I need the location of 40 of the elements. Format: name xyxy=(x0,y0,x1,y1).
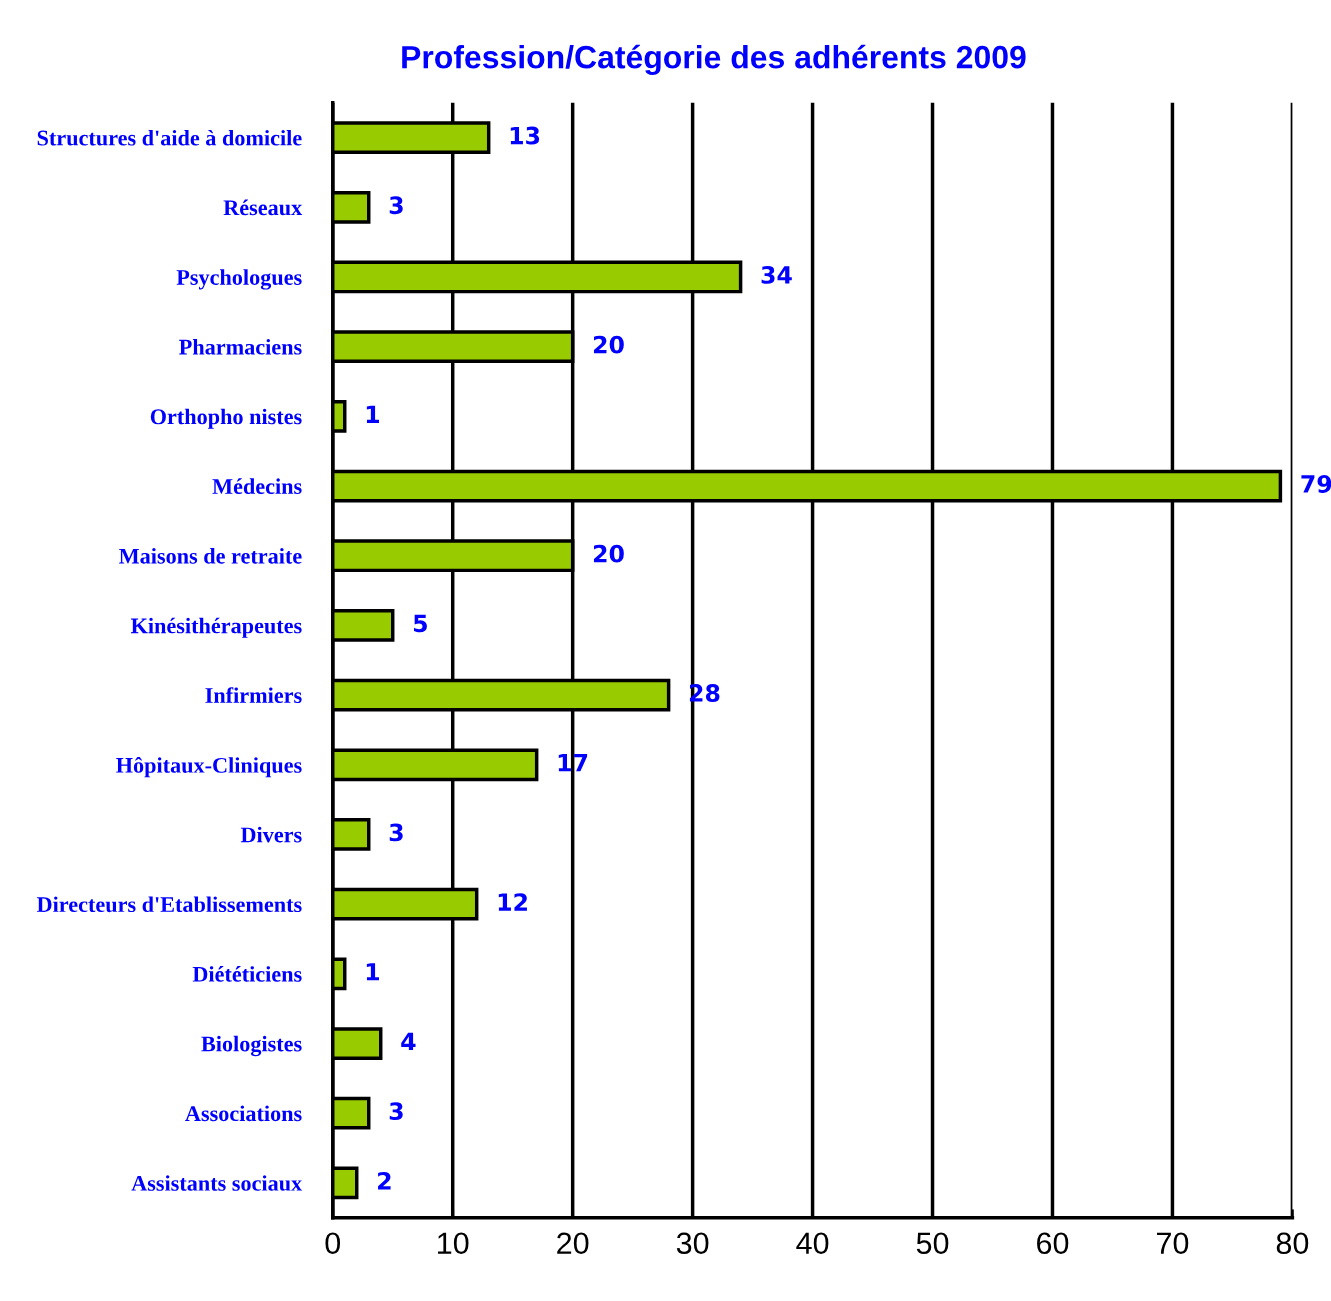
y-tick-label: Structures d'aide à domicile xyxy=(37,129,302,146)
data-label: 3 xyxy=(389,823,403,842)
data-label: 34 xyxy=(761,265,792,284)
data-label: 4 xyxy=(401,1032,416,1051)
x-tick-label: 0 xyxy=(325,1232,341,1255)
data-label: 79 xyxy=(1301,475,1331,493)
x-tick-label: 30 xyxy=(676,1232,709,1255)
data-label: 13 xyxy=(510,126,540,145)
y-tick-label: Biologistes xyxy=(201,1035,302,1057)
y-tick-label: Réseaux xyxy=(223,199,303,216)
x-tick-label: 70 xyxy=(1157,1232,1189,1255)
data-label: 1 xyxy=(366,963,379,981)
y-tick-label: Médecins xyxy=(212,478,302,494)
y-tick-label: Pharmaciens xyxy=(179,338,302,355)
y-tick-label: Hôpitaux-Cliniques xyxy=(116,756,302,778)
x-tick-label: 80 xyxy=(1276,1232,1309,1255)
x-tick-label: 10 xyxy=(438,1232,469,1255)
y-tick-label: Kinésithérapeutes xyxy=(130,617,302,638)
x-tick-label: 20 xyxy=(557,1232,589,1255)
data-label: 3 xyxy=(389,196,403,215)
data-label: 12 xyxy=(498,893,527,911)
x-tick-label: 60 xyxy=(1037,1232,1069,1255)
y-tick-label: Infirmiers xyxy=(205,687,302,704)
y-tick-label: Directeurs d'Etablissements xyxy=(36,896,302,913)
data-label: 2 xyxy=(378,1171,391,1190)
y-tick-label: Assistants sociaux xyxy=(131,1175,303,1191)
y-tick-label: Associations xyxy=(185,1105,302,1122)
data-label: 1 xyxy=(366,405,379,423)
y-tick-label: Diététiciens xyxy=(192,966,302,982)
chart-title: Profession/Catégorie des adhérents 2009 xyxy=(402,44,1026,75)
y-tick-label: Divers xyxy=(240,826,302,843)
data-label: 3 xyxy=(389,1102,403,1121)
y-tick-label: Maisons de retraite xyxy=(119,548,302,564)
data-label: 20 xyxy=(593,335,624,354)
x-tick-label: 40 xyxy=(796,1232,829,1255)
x-tick-label: 50 xyxy=(916,1232,949,1255)
y-tick-label: Orthopho nistes xyxy=(150,408,302,429)
data-label: 20 xyxy=(593,544,624,563)
data-label: 5 xyxy=(414,614,427,633)
y-tick-label: Psychologues xyxy=(176,269,302,290)
